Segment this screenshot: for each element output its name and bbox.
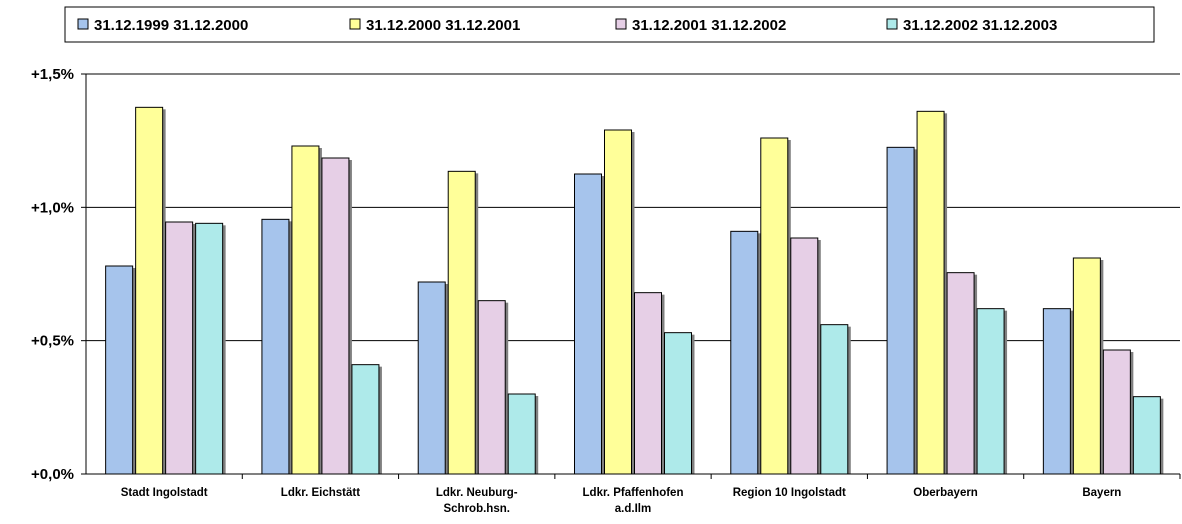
legend-label: 31.12.2002 31.12.2003 xyxy=(903,17,1057,34)
x-tick-label: Bayern xyxy=(1082,487,1121,499)
bar xyxy=(351,364,380,475)
x-tick-label: Schrob.hsn. xyxy=(443,503,509,515)
bar xyxy=(195,222,224,475)
legend-label: 31.12.2000 31.12.2001 xyxy=(366,17,520,34)
bar xyxy=(946,272,975,475)
bar xyxy=(477,300,506,475)
bar xyxy=(760,137,789,475)
bars xyxy=(105,106,1164,475)
legend-swatch xyxy=(886,18,898,30)
y-tick-label: +0,5% xyxy=(31,333,74,350)
bar xyxy=(135,106,164,475)
y-tick-label: +1,0% xyxy=(31,199,74,216)
bar xyxy=(604,129,632,475)
y-axis-ticks: +0,0% +0,5% +1,0% +1,5% xyxy=(31,66,86,483)
legend-swatch xyxy=(349,18,361,30)
bar xyxy=(886,146,915,475)
bar xyxy=(664,332,692,475)
bar xyxy=(916,110,945,475)
bar xyxy=(1132,396,1161,475)
bar xyxy=(261,218,290,475)
bar xyxy=(447,170,476,475)
x-tick-label: Region 10 Ingolstadt xyxy=(733,487,846,499)
bar xyxy=(1072,257,1101,475)
legend-box xyxy=(64,6,1155,43)
legend: 31.12.1999 31.12.2000 31.12.2000 31.12.20… xyxy=(64,6,1155,43)
y-tick-label: +0,0% xyxy=(31,466,74,483)
bar xyxy=(976,308,1005,475)
bar xyxy=(1102,349,1131,475)
x-axis-labels: Stadt Ingolstadt Ldkr. Eichstätt Ldkr. Neu… xyxy=(121,474,1181,515)
legend-swatch xyxy=(77,18,89,30)
x-tick-label: Oberbayern xyxy=(913,487,978,499)
bar xyxy=(820,324,849,475)
x-tick-label: Ldkr. Pfaffenhofen xyxy=(583,487,684,499)
x-tick-label: Stadt Ingolstadt xyxy=(121,487,208,499)
bar xyxy=(321,157,350,475)
bar xyxy=(507,393,536,475)
bar xyxy=(417,281,446,475)
y-tick-label: +1,5% xyxy=(31,66,74,83)
legend-label: 31.12.1999 31.12.2000 xyxy=(94,17,248,34)
bar xyxy=(790,237,819,475)
bar xyxy=(105,265,134,475)
bar xyxy=(1042,308,1071,475)
x-tick-label: Ldkr. Neuburg- xyxy=(436,487,518,499)
bar xyxy=(574,173,602,475)
legend-label: 31.12.2001 31.12.2002 xyxy=(632,17,786,34)
bar xyxy=(165,221,194,475)
legend-swatch xyxy=(615,18,627,30)
bar xyxy=(291,145,320,475)
bar xyxy=(730,230,759,475)
x-tick-label: a.d.Ilm xyxy=(615,503,651,515)
x-tick-label: Ldkr. Eichstätt xyxy=(281,487,360,499)
bar xyxy=(634,292,662,475)
axes xyxy=(85,74,1180,475)
